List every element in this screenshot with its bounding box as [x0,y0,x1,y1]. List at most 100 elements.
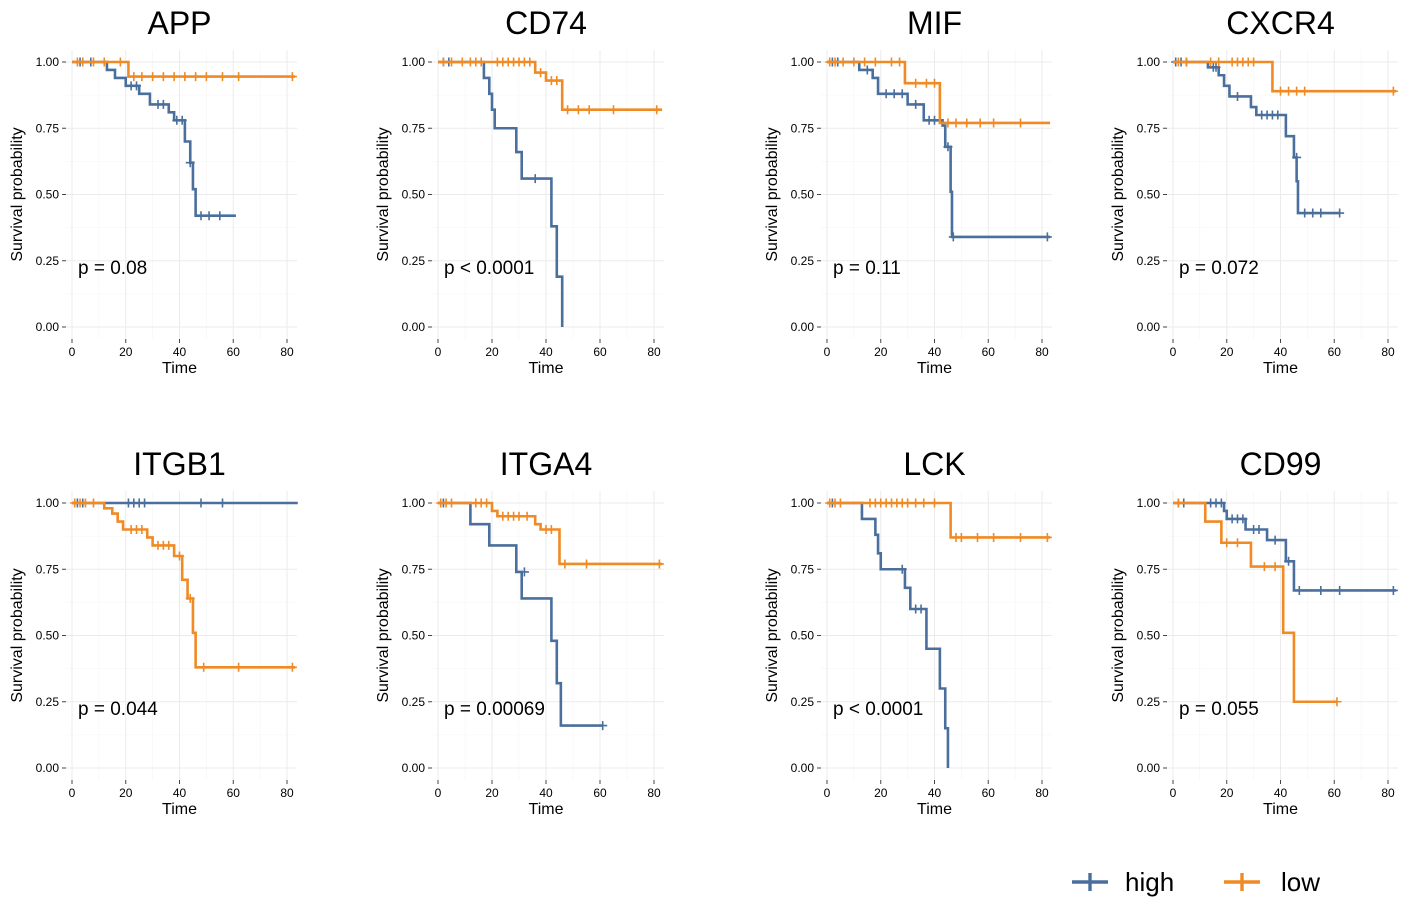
censor-mark [234,72,244,82]
series-low [1173,57,1398,96]
y-tick-label: 0.00 [402,761,426,775]
x-tick-label: 40 [539,345,553,359]
x-tick-label: 80 [1035,786,1049,800]
x-tick-label: 0 [69,786,76,800]
km-curve-low [72,60,296,78]
censor-mark [921,78,931,88]
x-tick-label: 80 [280,786,294,800]
censor-mark [1388,86,1398,96]
y-tick-label: 0.00 [1137,320,1161,334]
censor-mark [199,662,209,672]
y-tick-label: 0.75 [1137,121,1161,135]
y-tick-label: 0.00 [36,320,60,334]
censor-mark [137,525,147,534]
x-tick-label: 0 [824,345,831,359]
panel-title: MIF [907,5,962,41]
censor-mark [78,57,88,67]
censor-mark [654,559,664,569]
y-tick-label: 0.25 [791,254,815,268]
y-tick-label: 0.75 [402,562,426,576]
x-axis-title: Time [917,801,952,818]
x-tick-label: 20 [485,786,499,800]
y-tick-label: 0.00 [36,761,60,775]
km-panel-itga4: 0.00 0.25 0.50 0.75 1.00 0 20 40 60 80 ITGA4 Time Su… [375,446,664,818]
x-axis-title: Time [1263,801,1298,818]
censor-mark [1254,525,1264,534]
censor-mark [889,89,899,99]
y-axis-title: Survival probability [9,568,26,702]
y-axis-title: Survival probability [375,568,392,702]
censor-mark [1233,538,1242,548]
censor-mark [201,72,211,82]
x-tick-label: 40 [1274,786,1288,800]
y-tick-label: 0.75 [791,121,815,135]
x-tick-label: 60 [227,345,241,359]
censor-mark [975,118,985,128]
censor-mark [191,72,201,82]
p-value-label: p = 0.11 [833,258,901,279]
censor-mark [849,57,859,67]
censor-mark [1388,585,1398,595]
km-panel-app: 0.00 0.25 0.50 0.75 1.00 0 20 40 60 80 APP Time Surv… [9,5,297,377]
censor-mark [177,115,187,125]
series-low [438,57,663,115]
x-axis-title: Time [529,360,564,377]
censor-mark [911,498,921,508]
series-high [72,498,298,508]
censor-mark [1016,532,1025,542]
censor-mark [148,72,158,82]
km-curve-high [438,501,603,727]
censor-mark [204,211,214,221]
censor-mark [989,532,999,542]
censor-mark [598,721,608,731]
km-panel-itgb1: 0.00 0.25 0.50 0.75 1.00 0 20 40 60 80 ITGB1 Time Su… [9,446,298,818]
x-tick-label: 80 [647,786,661,800]
censor-mark [943,118,953,128]
censor-mark [137,72,147,82]
km-curve-high [827,501,950,768]
censor-mark [860,57,870,67]
km-curve-low [1173,60,1397,93]
censor-mark [438,57,448,67]
censor-mark [1206,57,1216,67]
x-axis-title: Time [162,801,197,818]
censor-mark [1276,86,1285,96]
p-value-label: p = 0.072 [1179,258,1259,279]
censor-mark [196,211,206,221]
censor-mark [1292,86,1302,96]
censor-mark [525,57,535,67]
censor-mark [1222,538,1232,548]
censor-mark [1216,498,1226,508]
x-tick-label: 20 [1220,786,1234,800]
censor-mark [132,81,141,91]
series-low [825,57,1051,128]
y-tick-label: 0.50 [1137,188,1161,202]
panel-title: CD74 [505,5,587,41]
series-high [1173,498,1398,595]
censor-mark [1300,208,1310,218]
censor-mark [287,72,297,82]
censor-mark [609,105,618,115]
censor-mark [652,105,662,115]
censor-mark [1181,57,1191,67]
y-tick-label: 0.25 [402,695,426,709]
x-tick-label: 40 [539,786,553,800]
km-panel-cd99: 0.00 0.25 0.50 0.75 1.00 0 20 40 60 80 CD99 Time Sur… [1110,446,1398,818]
x-tick-label: 0 [69,345,76,359]
legend-label: low [1281,867,1320,897]
x-tick-label: 20 [485,345,499,359]
y-axis-title: Survival probability [1110,568,1127,702]
x-tick-label: 80 [1035,345,1049,359]
censor-mark [185,593,195,603]
x-tick-label: 20 [874,786,888,800]
y-tick-label: 0.00 [791,761,815,775]
censor-mark [218,72,227,82]
y-tick-label: 0.25 [1137,254,1161,268]
censor-mark [1249,57,1259,67]
censor-mark [881,89,891,99]
legend-key-low [1224,873,1260,891]
censor-mark [476,57,486,67]
x-tick-label: 40 [928,345,942,359]
y-tick-label: 1.00 [36,496,60,510]
censor-mark [215,211,225,221]
